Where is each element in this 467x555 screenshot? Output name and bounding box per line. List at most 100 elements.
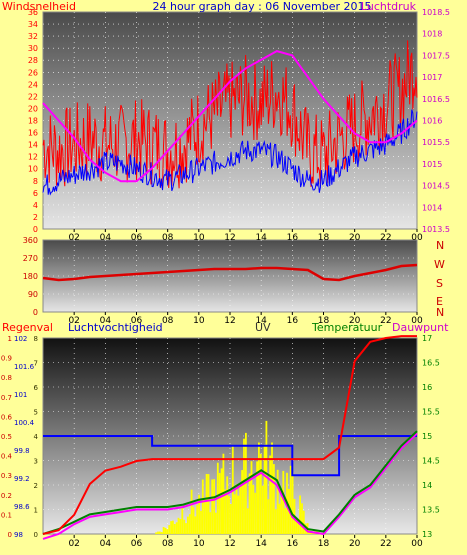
- uv-bar: [160, 532, 163, 534]
- y-tick-winddir: 0: [33, 308, 38, 317]
- uv-bar: [166, 529, 169, 534]
- y-tick-rain: 0.4: [1, 453, 13, 461]
- uv-bar: [220, 468, 223, 534]
- humidity-line: [43, 435, 417, 477]
- y-tick-rain: 0.3: [1, 472, 12, 480]
- uv-bar: [194, 516, 197, 534]
- wind-direction-line: [42, 263, 418, 282]
- y-tick-wind: 28: [28, 56, 38, 65]
- uv-bar: [211, 479, 214, 534]
- uv-bar: [239, 484, 242, 534]
- x-tick-mid: 06: [131, 316, 143, 326]
- uv-bar: [172, 520, 174, 534]
- uv-bar: [301, 503, 303, 534]
- uv-bar: [252, 484, 255, 534]
- y-tick-pressure: 1016: [422, 117, 442, 126]
- uv-bar: [157, 531, 159, 534]
- y-tick-temperature: 17: [422, 334, 432, 343]
- y-tick-rain: 0.1: [1, 511, 12, 519]
- y-tick-rain: 0.6: [1, 413, 13, 421]
- x-tick-top: 18: [318, 233, 330, 243]
- label-regenval: Regenval: [2, 321, 53, 334]
- y-tick-temperature: 13: [422, 530, 432, 539]
- y-tick-wind: 8: [33, 177, 38, 186]
- compass-e: E: [436, 295, 443, 308]
- y-tick-wind: 0: [33, 225, 38, 234]
- uv-bar: [224, 489, 227, 534]
- x-tick-top: 00: [411, 233, 423, 243]
- y-tick-winddir: 270: [23, 254, 38, 263]
- uv-bar: [162, 527, 165, 534]
- y-tick-rain: 0: [8, 531, 12, 539]
- uv-bar: [289, 465, 292, 534]
- y-tick-uv: 5: [34, 409, 38, 417]
- y-tick-pressure: 1018: [422, 30, 442, 39]
- uv-bar: [233, 494, 236, 534]
- uv-bar: [273, 464, 275, 534]
- x-tick-bot: 12: [224, 539, 235, 549]
- x-tick-bot: 04: [100, 539, 112, 549]
- x-tick-mid: 14: [255, 316, 267, 326]
- y-tick-winddir: 180: [23, 272, 38, 281]
- uv-bar: [203, 499, 206, 534]
- x-tick-top: 22: [380, 233, 391, 243]
- header-left-label: Windsnelheid: [2, 0, 76, 13]
- uv-bar: [259, 453, 262, 534]
- x-tick-mid: 00: [411, 316, 423, 326]
- y-tick-temperature: 16: [422, 383, 432, 392]
- uv-bar: [248, 473, 251, 534]
- uv-bar: [173, 524, 176, 534]
- y-tick-uv: 6: [34, 384, 39, 392]
- wind-direction-series: [42, 263, 418, 282]
- y-tick-wind: 6: [33, 189, 38, 198]
- uv-bar: [250, 461, 253, 534]
- x-tick-bot: 20: [349, 539, 361, 549]
- uv-bar: [179, 519, 182, 534]
- uv-bar: [168, 525, 171, 534]
- y-tick-humidity: 99.8: [14, 447, 30, 455]
- x-tick-mid: 10: [193, 316, 205, 326]
- y-tick-winddir: 360: [23, 236, 38, 245]
- uv-bar: [267, 499, 270, 534]
- x-tick-top: 04: [100, 233, 112, 243]
- y-tick-rain: 0.8: [1, 374, 12, 382]
- y-tick-wind: 24: [28, 80, 38, 89]
- y-tick-rain: 0.5: [1, 433, 12, 441]
- uv-bar: [200, 510, 202, 534]
- uv-bar: [185, 523, 187, 534]
- dewpoint-line: [42, 432, 418, 540]
- rain-line: [42, 335, 417, 535]
- temperature-line: [42, 430, 418, 535]
- x-tick-bot: 00: [411, 539, 423, 549]
- x-tick-bot: 10: [193, 539, 205, 549]
- compass-w: W: [434, 258, 445, 271]
- uv-bar: [207, 474, 210, 534]
- uv-bar: [271, 442, 273, 534]
- x-tick-top: 14: [255, 233, 267, 243]
- y-tick-uv: 0: [34, 531, 38, 539]
- uv-bar: [278, 503, 281, 534]
- x-tick-top: 02: [68, 233, 79, 243]
- y-tick-humidity: 101: [14, 391, 27, 399]
- label-uv: UV: [255, 321, 271, 334]
- y-tick-rain: 0.2: [1, 492, 12, 500]
- x-tick-bot: 06: [131, 539, 143, 549]
- uv-bar: [187, 516, 189, 534]
- uv-bar: [192, 507, 195, 534]
- y-tick-wind: 16: [28, 129, 38, 138]
- uv-bar: [274, 509, 277, 534]
- x-tick-mid: 04: [100, 316, 112, 326]
- y-tick-humidity: 98: [14, 531, 23, 539]
- header-right-label: Luchtdruk: [361, 0, 417, 13]
- chart-title: 24 hour graph day : 06 November 2015: [152, 0, 371, 13]
- uv-bar: [263, 444, 266, 534]
- y-tick-temperature: 16.5: [422, 359, 440, 368]
- uv-bar: [170, 521, 172, 534]
- y-tick-wind: 34: [28, 20, 38, 29]
- y-tick-wind: 26: [28, 68, 38, 77]
- y-tick-uv: 8: [34, 335, 38, 343]
- x-tick-bot: 02: [68, 539, 79, 549]
- x-tick-mid: 08: [162, 316, 174, 326]
- y-tick-wind: 32: [28, 32, 38, 41]
- y-tick-wind: 10: [28, 165, 38, 174]
